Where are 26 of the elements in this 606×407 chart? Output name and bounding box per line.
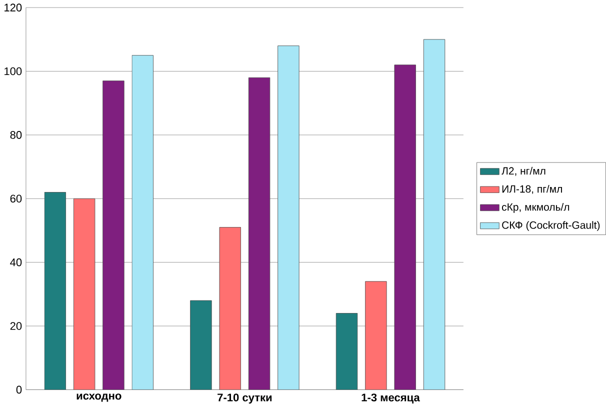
bar: [278, 45, 300, 390]
y-tick-label: 80: [10, 130, 22, 139]
legend-label: ИЛ-18, пг/мл: [502, 184, 562, 194]
bar: [219, 226, 241, 390]
bar: [190, 300, 212, 390]
bar: [423, 39, 446, 390]
y-tick-label: 120: [4, 4, 22, 12]
x-tick-label: 7-10 сутки: [218, 393, 272, 404]
bar: [132, 54, 154, 390]
y-tick-label: 20: [10, 322, 22, 330]
legend-label: Л2, нг/мл: [502, 166, 546, 176]
bar: [248, 77, 270, 390]
x-tick-label: исходно: [76, 393, 122, 402]
bar: [336, 312, 358, 390]
bar: [102, 80, 124, 390]
legend-label: СКФ (Cockroft-Gault): [502, 220, 600, 231]
bar: [394, 64, 416, 390]
y-tick-label: 60: [10, 194, 22, 202]
bar: [44, 192, 66, 390]
bar: [73, 198, 96, 390]
y-tick-label: 100: [4, 67, 22, 76]
bar: [365, 281, 387, 390]
legend-label: сКр, мкмоль/л: [502, 202, 570, 213]
x-tick-label: 1-3 месяца: [362, 393, 420, 404]
y-tick-label: 40: [10, 258, 22, 266]
y-tick-label: 0: [16, 386, 22, 394]
